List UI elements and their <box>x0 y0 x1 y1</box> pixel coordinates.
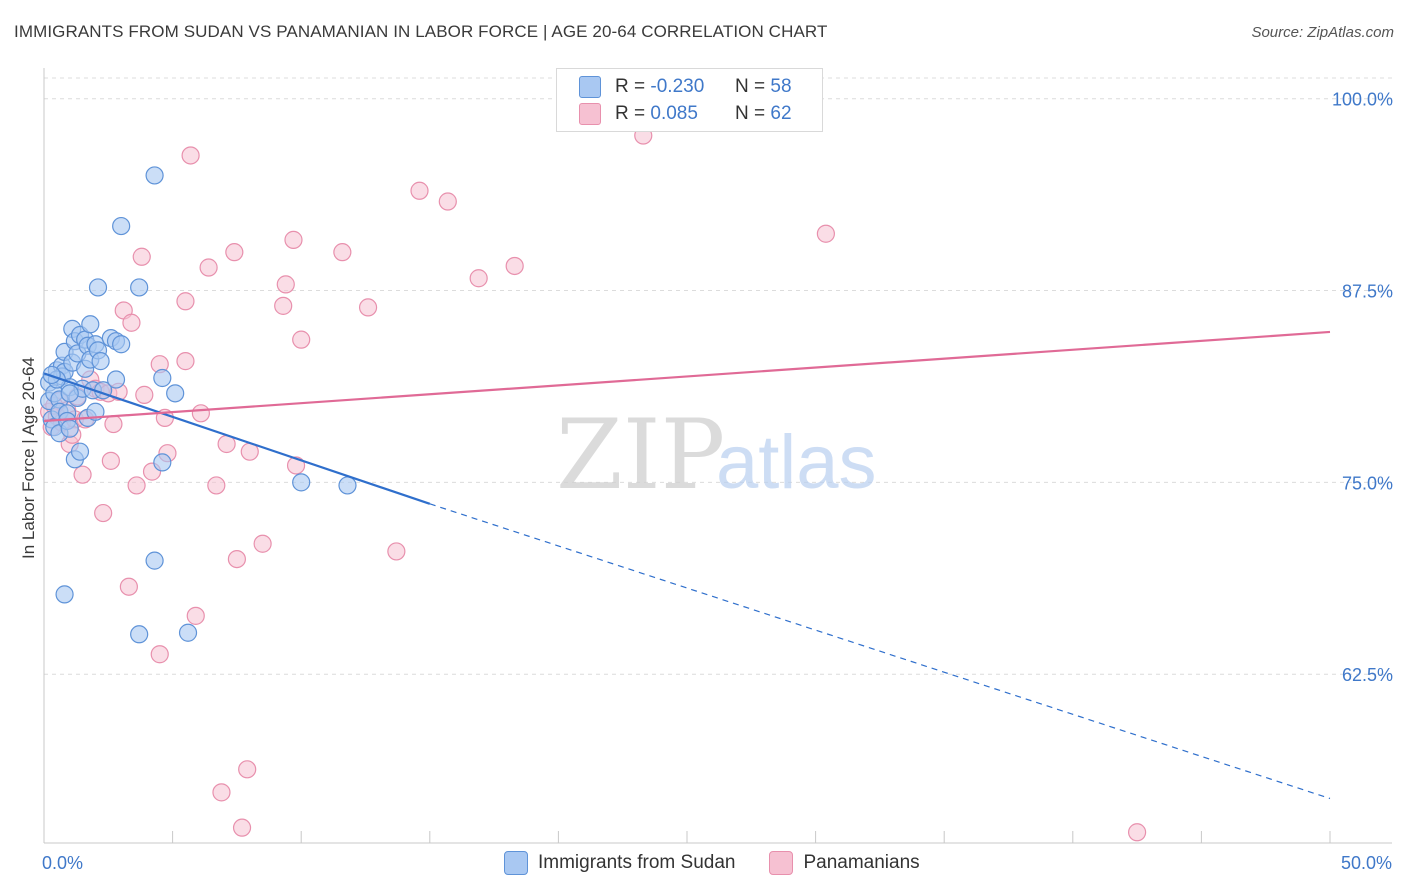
legend-item-sudan: Immigrants from Sudan <box>504 851 735 875</box>
tick-labels: 62.5% 75.0% 87.5% 100.0% 0.0% 50.0% <box>42 90 1393 873</box>
panamanian-point <box>438 192 457 211</box>
panamanian-point <box>176 292 195 311</box>
sudan-point <box>88 278 108 297</box>
source-credit: Source: ZipAtlas.com <box>1251 24 1394 41</box>
sudan-point <box>130 278 149 297</box>
watermark-zip: ZIP <box>556 399 725 511</box>
legend-label-panamanians: Panamanians <box>803 852 920 873</box>
panamanian-point <box>253 534 272 553</box>
panamanian-point <box>94 503 113 523</box>
panamanian-point <box>292 330 311 349</box>
stats-legend: R = -0.230 N = 58 R = 0.085 N = 62 <box>556 68 823 132</box>
panamanian-point <box>199 258 218 277</box>
panamanian-point <box>276 275 295 294</box>
legend-r-value: 0.085 <box>650 103 698 124</box>
axes <box>43 68 1392 844</box>
legend-r-label: R = <box>615 76 646 97</box>
sudan-point <box>55 585 74 604</box>
legend-row-sudan: R = -0.230 N = 58 <box>579 74 792 100</box>
legend-r-value: -0.230 <box>650 76 705 97</box>
y-tick-label: 75.0% <box>1342 473 1393 493</box>
panamanian-point <box>101 451 120 470</box>
panamanian-point <box>232 818 252 837</box>
panamanian-point <box>104 414 123 434</box>
panamanian-point <box>333 243 352 262</box>
panamanian-point <box>410 181 429 200</box>
sudan-point <box>112 335 131 354</box>
panamanian-point <box>150 645 169 664</box>
panamanian-point <box>181 146 200 165</box>
sudan-point <box>60 419 79 438</box>
panamanian-point <box>119 577 138 596</box>
series-legend: Immigrants from Sudan Panamanians <box>504 851 954 875</box>
sudan-point <box>112 216 131 236</box>
legend-r-label: R = <box>615 103 646 124</box>
panamanian-point <box>73 465 92 484</box>
sudan-point <box>166 384 185 403</box>
panamanian-point <box>274 296 293 315</box>
panamanian-point <box>225 243 244 262</box>
legend-label-sudan: Immigrants from Sudan <box>538 852 736 873</box>
sudan-point <box>145 166 164 185</box>
panamanian-point <box>227 549 246 569</box>
sudan-point <box>130 625 149 644</box>
sudan-trend-extension <box>429 503 1331 800</box>
legend-item-panamanians: Panamanians <box>769 851 920 875</box>
panamanian-point <box>212 783 231 802</box>
sudan-point <box>178 623 198 642</box>
sudan-point <box>60 384 79 403</box>
sudan-point <box>86 402 105 421</box>
y-tick-label: 62.5% <box>1342 665 1393 685</box>
panamanian-point <box>122 313 141 332</box>
sudan-point <box>91 352 110 371</box>
sudan-point <box>70 442 90 461</box>
panamanian-point <box>176 352 195 371</box>
y-tick-label: 100.0% <box>1332 90 1393 110</box>
legend-n-label: N = <box>735 76 766 97</box>
y-tick-label: 87.5% <box>1342 282 1393 302</box>
sudan-point <box>338 476 357 495</box>
panamanian-point <box>1127 823 1147 842</box>
chart-title: IMMIGRANTS FROM SUDAN VS PANAMANIAN IN L… <box>14 22 828 41</box>
panamanian-point <box>207 476 226 495</box>
panamanian-point <box>387 542 406 561</box>
panamanian-point <box>286 456 306 475</box>
sudan-point <box>145 551 164 570</box>
legend-n-label: N = <box>735 103 766 124</box>
sudan-point <box>106 370 126 389</box>
panamanian-point <box>469 269 488 288</box>
sudan-trend-line <box>43 372 431 505</box>
watermark-atlas: atlas <box>716 420 877 505</box>
panamanian-point <box>238 760 257 779</box>
legend-swatch-panamanians <box>769 851 794 875</box>
y-axis-label: In Labor Force | Age 20-64 <box>19 357 38 559</box>
panamanian-point <box>191 404 210 423</box>
legend-swatch-panamanians <box>579 103 601 125</box>
panamanian-point <box>127 476 146 495</box>
legend-swatch-sudan <box>504 851 528 875</box>
panamanian-point <box>358 298 378 317</box>
panamanian-point <box>132 247 151 266</box>
sudan-point <box>292 473 311 492</box>
panamanian-point <box>505 256 524 276</box>
trend-lines <box>43 330 1331 800</box>
panamanian-point <box>186 606 205 625</box>
panamanian-point <box>816 224 835 243</box>
watermark: ZIP atlas <box>556 399 877 511</box>
panamanian-point <box>284 230 303 249</box>
sudan-point <box>153 453 172 472</box>
legend-n-value: 58 <box>770 76 792 97</box>
x-tick-label: 50.0% <box>1341 853 1392 873</box>
gridlines <box>44 77 1392 675</box>
sudan-point <box>81 315 100 334</box>
panamanian-point <box>135 385 154 404</box>
legend-n-value: 62 <box>770 103 792 124</box>
x-tick-label: 0.0% <box>42 853 83 873</box>
sudan-point <box>153 368 172 388</box>
legend-row-panamanians: R = 0.085 N = 62 <box>579 101 792 127</box>
legend-swatch-sudan <box>579 76 601 98</box>
panamanians-trend-line <box>43 330 1331 423</box>
